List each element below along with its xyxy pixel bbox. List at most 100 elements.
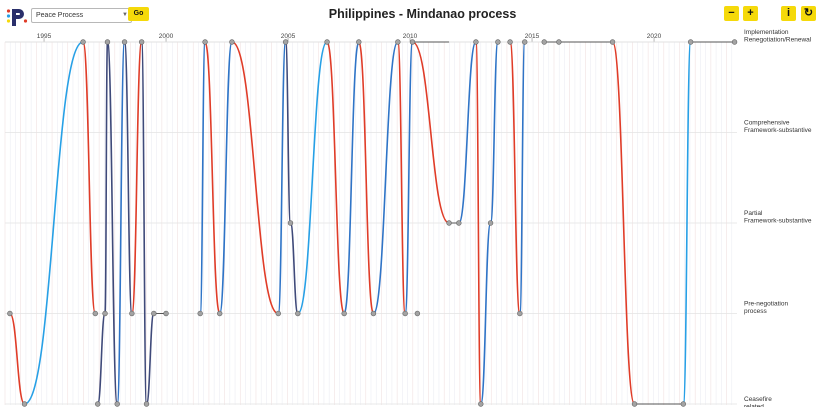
stage-label: Implementation [744, 29, 789, 36]
x-tick-label: 2005 [281, 33, 296, 40]
series-line [96, 41, 119, 405]
agreement-point [217, 310, 223, 317]
x-tick-label: 2000 [159, 33, 174, 40]
refresh-button[interactable]: ↻ [801, 6, 816, 21]
series-line [475, 41, 482, 405]
agreement-point [680, 401, 687, 407]
series-line [358, 41, 375, 315]
agreement-point [324, 39, 330, 45]
agreement-point [456, 220, 462, 226]
agreement-point [402, 310, 408, 317]
agreement-point [522, 39, 528, 45]
zoom-in-button[interactable]: + [743, 6, 758, 21]
agreement-point [541, 39, 547, 45]
agreement-point [731, 39, 738, 45]
stage-label: Partial [744, 210, 763, 217]
agreement-point [95, 401, 101, 407]
series-line [277, 41, 287, 315]
series-line [140, 41, 155, 405]
agreement-point [517, 310, 523, 317]
series-line [9, 312, 26, 405]
agreement-point [275, 310, 281, 317]
process-select-value: Peace Process [36, 12, 84, 19]
series-line [519, 41, 526, 315]
zoom-out-button[interactable]: − [724, 6, 739, 21]
agreement-point [7, 310, 13, 317]
agreement-point [282, 39, 289, 45]
agreement-point [104, 39, 111, 45]
stage-label: Comprehensive [744, 120, 790, 127]
agreement-point [143, 401, 150, 407]
agreement-point [341, 310, 347, 317]
series-line [131, 41, 143, 315]
series-line [404, 41, 414, 315]
agreement-point [395, 39, 401, 45]
agreement-point [446, 220, 452, 226]
agreement-point [473, 39, 479, 45]
series-line [326, 41, 345, 315]
agreement-point [370, 310, 377, 317]
agreement-point [414, 310, 421, 317]
stage-label: process [744, 308, 768, 315]
x-tick-label: 2010 [403, 33, 418, 40]
agreement-point [138, 39, 145, 45]
agreement-point [197, 310, 203, 317]
agreement-point [202, 39, 208, 45]
series-line [231, 41, 279, 315]
series-line [297, 41, 328, 315]
agreement-point [487, 220, 494, 226]
agreement-point [229, 39, 235, 45]
x-tick-label: 2015 [525, 33, 540, 40]
series-line [397, 41, 406, 315]
series-line [611, 41, 636, 405]
agreement-point [609, 39, 616, 45]
stage-label: Pre-negotiation [744, 301, 788, 308]
series-line [372, 41, 399, 315]
series-line [218, 41, 233, 315]
x-tick-label: 2020 [647, 33, 662, 40]
series-line [343, 41, 360, 315]
series-line [199, 41, 206, 315]
agreement-point [409, 39, 416, 45]
chevron-down-icon: ▼ [122, 12, 128, 18]
agreement-point [687, 39, 694, 45]
stage-label: Ceasefire [744, 396, 772, 403]
agreement-point [287, 220, 294, 226]
x-tick-label: 1995 [37, 33, 52, 40]
agreement-point [114, 401, 120, 407]
series-line [412, 41, 450, 224]
info-button[interactable]: i [781, 6, 796, 21]
stage-label: Framework-substantive [744, 218, 812, 225]
series-line [82, 41, 97, 315]
series-line [458, 41, 477, 224]
agreement-point [495, 39, 501, 45]
agreement-point [631, 401, 638, 407]
stage-label: Renegotiation/Renewal [744, 37, 812, 44]
agreement-point [151, 310, 157, 317]
agreement-point [21, 401, 28, 407]
agreement-point [92, 310, 98, 317]
series-line [682, 41, 692, 405]
stage-label: Framework-substantive [744, 127, 812, 134]
agreement-point [556, 39, 562, 45]
agreement-point [507, 39, 513, 45]
series-line [116, 41, 126, 405]
series-line [123, 41, 133, 315]
agreement-point [295, 310, 301, 317]
series-line [509, 41, 521, 315]
agreement-point [356, 39, 362, 45]
series-line [24, 41, 84, 405]
stage-label: related [744, 404, 764, 407]
background-grid [4, 42, 733, 405]
series-line [204, 41, 221, 315]
agreement-point [80, 39, 86, 45]
page-title: Philippines - Mindanao process [328, 7, 517, 21]
agreement-point [102, 310, 108, 317]
peace-logo-icon [6, 9, 28, 26]
agreement-point [163, 310, 169, 317]
go-button[interactable]: Go [128, 7, 149, 21]
agreement-point [121, 39, 128, 45]
agreement-point [129, 310, 135, 317]
agreement-point [478, 401, 484, 407]
